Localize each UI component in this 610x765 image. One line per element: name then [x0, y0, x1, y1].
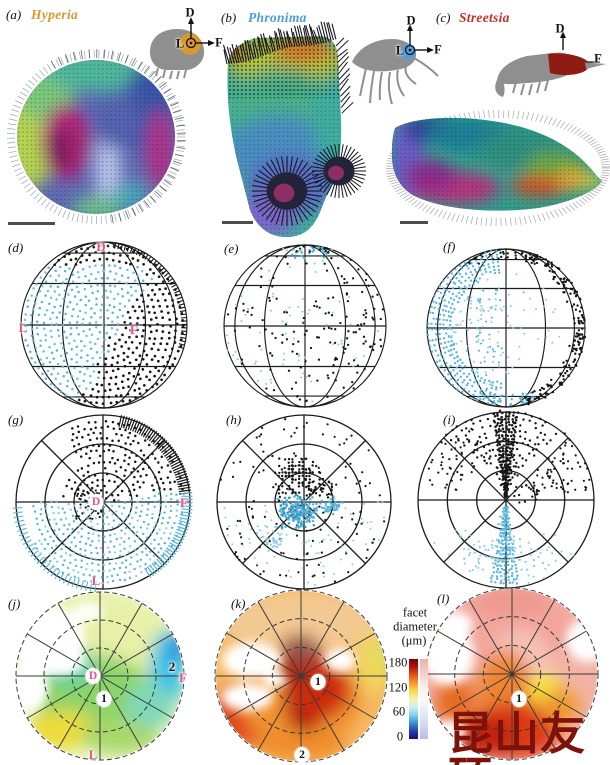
panel-j-ring-label-1: 1: [96, 691, 112, 707]
panel-h-polar: [216, 414, 392, 590]
inset-b-axis-label-l: L: [395, 43, 405, 58]
panel-k-ring-label-1: 1: [310, 674, 326, 690]
colorbar-tick-120: 120: [388, 680, 408, 695]
panel-d-axis-label-d: D: [96, 239, 106, 254]
panel-letter-j: (j): [8, 596, 21, 611]
scale-bar-b: [222, 221, 253, 224]
panel-j-heatmap: [15, 591, 185, 761]
panel-letter-c: (c): [436, 10, 451, 25]
eye-reconstruction-hyperia: [6, 48, 186, 224]
panel-f-sphere: [426, 248, 587, 408]
panel-j-axis-label-d: D: [85, 668, 101, 684]
species-name-streetsia: Streetsia: [459, 10, 510, 25]
panel-letter-k: (k): [231, 596, 246, 611]
panel-letter-h: (h): [226, 412, 242, 427]
panel-j-axis-label-f: F: [179, 670, 187, 685]
panel-d-axis-label-l: L: [18, 320, 28, 335]
colorbar-title-line1: facet: [402, 605, 428, 620]
eye-reconstruction-streetsia: [385, 109, 610, 227]
panel-letter-f: (f): [443, 239, 456, 254]
inset-c-axis-label-d: D: [555, 21, 565, 36]
species-name-phronima: Phronima: [248, 10, 307, 25]
inset-a-axis-label-l: L: [175, 36, 185, 51]
inset-b-axis-label-f: F: [434, 42, 442, 57]
scale-bar-c: [400, 221, 428, 224]
panel-k-ring-label-2: 2: [294, 747, 310, 763]
panel-letter-g: (g): [8, 412, 24, 427]
panel-l-ring-label-1: 1: [511, 691, 527, 707]
scale-bar-a: [8, 222, 55, 225]
colorbar-tick-60: 60: [392, 704, 406, 719]
species-name-hyperia: Hyperia: [31, 7, 79, 22]
inset-a-axis-label-f: F: [215, 35, 223, 50]
inset-a-axis-label-d: D: [185, 5, 195, 20]
facet-diameter-colorbar: [409, 659, 428, 739]
panel-g-axis-label-d: D: [88, 494, 104, 510]
colorbar-title-line3: (μm): [401, 633, 427, 648]
panel-g-axis-label-f: F: [180, 495, 188, 510]
inset-silhouette-hyperia: [150, 17, 215, 80]
panel-letter-i: (i): [443, 412, 456, 427]
panel-d-axis-label-f: F: [130, 322, 138, 337]
inset-b-axis-label-d: D: [406, 13, 416, 28]
colorbar-tick-180: 180: [388, 655, 408, 670]
inset-silhouette-streetsia: [495, 31, 606, 97]
panel-letter-a: (a): [6, 7, 22, 22]
eye-reconstruction-phronima: [222, 21, 366, 238]
panel-letter-d: (d): [8, 240, 24, 255]
panel-letter-e: (e): [224, 241, 239, 256]
panel-l-heatmap: [425, 587, 599, 761]
panel-g-polar: [12, 414, 193, 593]
panel-i-polar: [417, 409, 595, 589]
panel-d-sphere: [20, 241, 188, 409]
inset-c-axis-label-f: F: [594, 51, 602, 66]
panel-j-ring-label-2: 2: [168, 659, 176, 674]
panel-g-axis-label-l: L: [91, 573, 101, 588]
colorbar-tick-0: 0: [396, 729, 404, 744]
inset-silhouette-phronima: [352, 24, 439, 105]
colorbar-title-line2: diameter: [393, 619, 437, 634]
panel-letter-l: (l): [437, 591, 450, 606]
panel-k-heatmap: [214, 589, 388, 763]
panel-letter-b: (b): [221, 10, 237, 25]
panel-e-sphere: [223, 244, 387, 408]
panel-j-axis-label-l: L: [88, 747, 98, 762]
watermark-text: 昆山友硕: [448, 709, 587, 765]
